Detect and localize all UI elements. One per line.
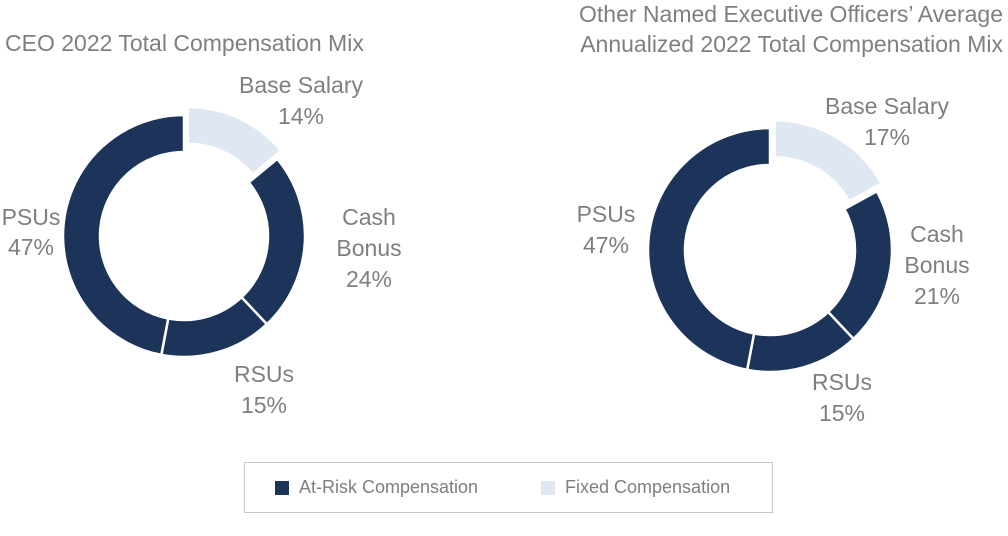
ceo-label-base-salary: Base Salary	[239, 72, 364, 98]
neo-label-psus: PSUs	[577, 201, 636, 227]
neo-value-psus: 47%	[583, 232, 629, 258]
neo-chart-title-line-2: Annualized 2022 Total Compensation Mix	[580, 31, 1003, 57]
ceo-slice-cash-bonus	[239, 157, 307, 326]
neo-label-base-salary: Base Salary	[825, 93, 950, 119]
ceo-slice-base-salary	[186, 105, 283, 177]
ceo-label-psus: PSUs	[2, 204, 61, 230]
legend-swatch-at-risk	[275, 480, 289, 495]
neo-slice-psus	[646, 126, 772, 372]
ceo-value-base-salary: 14%	[278, 103, 324, 129]
ceo-slice-psus	[61, 113, 186, 357]
neo-slice-base-salary	[773, 119, 884, 204]
ceo-value-cash-bonus: 24%	[346, 266, 392, 292]
legend-swatch-fixed	[541, 480, 555, 495]
legend-item-fixed: Fixed Compensation	[541, 477, 730, 498]
neo-value-base-salary: 17%	[864, 124, 910, 150]
neo-label-cash-bonus-2: Bonus	[904, 252, 969, 278]
legend-label-fixed: Fixed Compensation	[565, 477, 731, 497]
ceo-label-rsus: RSUs	[234, 361, 294, 387]
legend: At-Risk Compensation Fixed Compensation	[244, 462, 773, 513]
ceo-value-psus: 47%	[8, 234, 54, 260]
ceo-label-cash-bonus-1: Cash	[342, 204, 396, 230]
neo-slice-cash-bonus	[826, 189, 894, 341]
neo-slice-rsus	[745, 310, 856, 374]
neo-label-rsus: RSUs	[812, 369, 872, 395]
legend-item-at-risk: At-Risk Compensation	[275, 477, 478, 498]
ceo-slice-rsus	[159, 295, 269, 359]
neo-chart-title-line-1: Other Named Executive Officers’ Average	[579, 1, 1003, 27]
ceo-value-rsus: 15%	[241, 392, 287, 418]
neo-value-rsus: 15%	[819, 400, 865, 426]
neo-donut-chart: Other Named Executive Officers’ Average …	[577, 1, 1004, 426]
legend-label-at-risk: At-Risk Compensation	[299, 477, 479, 497]
ceo-chart-title: CEO 2022 Total Compensation Mix	[5, 30, 364, 56]
ceo-label-cash-bonus-2: Bonus	[336, 235, 401, 261]
ceo-donut-chart: CEO 2022 Total Compensation Mix Base Sal…	[2, 30, 402, 418]
neo-value-cash-bonus: 21%	[914, 283, 960, 309]
neo-label-cash-bonus-1: Cash	[910, 221, 964, 247]
